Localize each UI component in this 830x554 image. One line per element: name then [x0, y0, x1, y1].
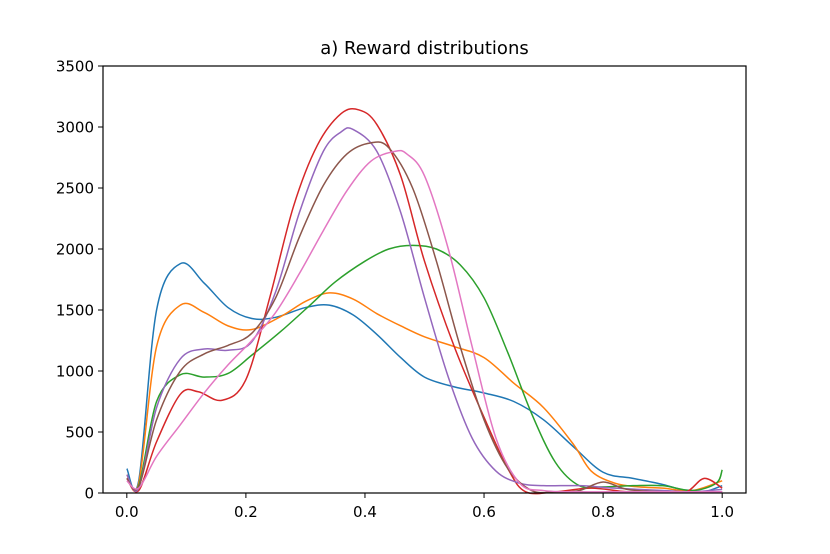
series-line-4: [126, 107, 723, 495]
series-line-7: [126, 149, 723, 493]
y-axis: 0 500 1000 1500 2000 2500 3000 3500: [56, 58, 103, 503]
y-tick-label: 2500: [56, 180, 94, 198]
x-tick-label: 0.6: [472, 503, 496, 521]
y-tick-label: 2000: [56, 241, 94, 259]
series-line-2: [126, 292, 723, 492]
y-tick-label: 3000: [56, 119, 94, 137]
x-tick-label: 0.8: [591, 503, 615, 521]
y-tick-label: 0: [84, 485, 94, 503]
series-line-5: [126, 127, 723, 493]
x-tick-label: 0.0: [115, 503, 139, 521]
series-line-3: [126, 244, 723, 492]
x-tick-label: 0.2: [234, 503, 258, 521]
y-tick-label: 1500: [56, 302, 94, 320]
chart-title: a) Reward distributions: [320, 38, 529, 59]
y-tick-label: 500: [65, 424, 94, 442]
series-lines: [126, 107, 723, 495]
plot-frame: [102, 65, 747, 494]
x-tick-label: 1.0: [710, 503, 734, 521]
y-tick-label: 1000: [56, 363, 94, 381]
y-tick-label: 3500: [56, 58, 94, 76]
x-axis: 0.0 0.2 0.4 0.6 0.8 1.0: [115, 493, 734, 521]
x-tick-label: 0.4: [353, 503, 377, 521]
series-line-1: [126, 262, 723, 493]
series-line-6: [126, 141, 723, 494]
